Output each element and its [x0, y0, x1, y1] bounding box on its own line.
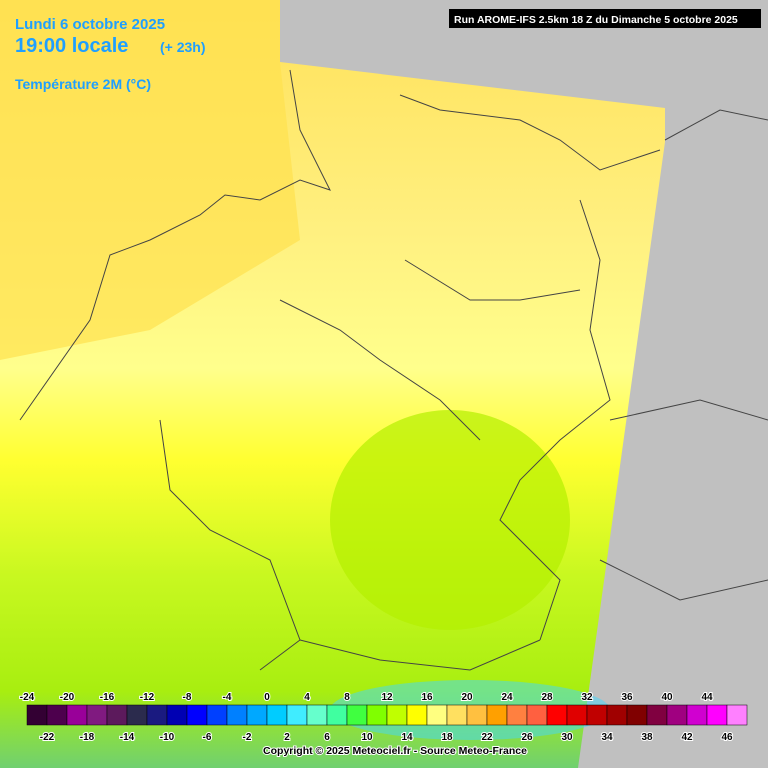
- legend-label: 18: [441, 732, 453, 743]
- legend-label: 30: [561, 732, 573, 743]
- legend-swatch: [166, 704, 188, 726]
- legend-label: 24: [501, 692, 513, 703]
- legend-swatch: [226, 704, 248, 726]
- legend-swatch: [726, 704, 748, 726]
- legend-swatch: [106, 704, 128, 726]
- legend-label: -12: [140, 692, 155, 703]
- legend-label: 38: [641, 732, 653, 743]
- legend-label: 0: [264, 692, 270, 703]
- legend-swatch: [286, 704, 308, 726]
- legend-swatch: [146, 704, 168, 726]
- legend-label: 34: [601, 732, 613, 743]
- legend-swatch: [486, 704, 508, 726]
- legend-label: 12: [381, 692, 393, 703]
- legend-swatch: [406, 704, 428, 726]
- legend-label: 40: [661, 692, 673, 703]
- legend-swatch: [606, 704, 628, 726]
- legend-label: 32: [581, 692, 593, 703]
- legend-label: -18: [80, 732, 95, 743]
- legend-swatch: [446, 704, 468, 726]
- legend-label: -4: [223, 692, 232, 703]
- legend-swatch: [706, 704, 728, 726]
- legend-swatch: [386, 704, 408, 726]
- legend-label: -22: [40, 732, 55, 743]
- legend-swatch: [566, 704, 588, 726]
- legend-swatch: [626, 704, 648, 726]
- legend-swatch: [466, 704, 488, 726]
- legend-label: -10: [160, 732, 175, 743]
- legend-swatch: [366, 704, 388, 726]
- legend-swatch: [666, 704, 688, 726]
- legend-label: 26: [521, 732, 533, 743]
- legend-label: 46: [721, 732, 733, 743]
- legend-label: 28: [541, 692, 553, 703]
- legend-label: 8: [344, 692, 350, 703]
- legend-label: 42: [681, 732, 693, 743]
- legend-swatch: [426, 704, 448, 726]
- legend-label: 6: [324, 732, 330, 743]
- legend-swatch: [126, 704, 148, 726]
- legend-label: 16: [421, 692, 433, 703]
- legend-swatch: [306, 704, 328, 726]
- legend-swatch: [586, 704, 608, 726]
- legend-label: 36: [621, 692, 633, 703]
- warm-area: [0, 0, 300, 360]
- date: Lundi 6 octobre 2025: [15, 16, 165, 33]
- legend-label: -6: [203, 732, 212, 743]
- legend-label: 22: [481, 732, 493, 743]
- legend-label: 14: [401, 732, 413, 743]
- legend: -24-22-20-18-16-14-12-10-8-6-4-202468101…: [19, 691, 748, 744]
- legend-label: -2: [243, 732, 252, 743]
- legend-swatch: [346, 704, 368, 726]
- lead-time: (+ 23h): [160, 39, 206, 55]
- legend-swatch: [526, 704, 548, 726]
- legend-swatch: [546, 704, 568, 726]
- legend-label: 4: [304, 692, 310, 703]
- legend-label: -14: [120, 732, 135, 743]
- run-box: [449, 9, 761, 28]
- run-info: Run AROME-IFS 2.5km 18 Z du Dimanche 5 o…: [454, 14, 738, 26]
- legend-label: 10: [361, 732, 373, 743]
- legend-label: 2: [284, 732, 290, 743]
- copyright: Copyright © 2025 Meteociel.fr - Source M…: [263, 745, 527, 757]
- parameter: Température 2M (°C): [15, 76, 151, 92]
- legend-swatch: [326, 704, 348, 726]
- legend-label: -8: [183, 692, 192, 703]
- legend-label: 44: [701, 692, 713, 703]
- legend-label: -24: [20, 692, 35, 703]
- time: 19:00 locale: [15, 35, 128, 57]
- legend-swatch: [646, 704, 668, 726]
- green-area: [330, 410, 570, 630]
- legend-label: -20: [60, 692, 75, 703]
- legend-swatch: [26, 704, 48, 726]
- legend-swatch: [186, 704, 208, 726]
- legend-swatch: [86, 704, 108, 726]
- legend-swatch: [46, 704, 68, 726]
- legend-label: 20: [461, 692, 473, 703]
- legend-swatch: [266, 704, 288, 726]
- legend-label: -16: [100, 692, 115, 703]
- borders: [19, 69, 768, 671]
- legend-swatch: [506, 704, 528, 726]
- legend-swatch: [66, 704, 88, 726]
- legend-swatch: [206, 704, 228, 726]
- legend-swatch: [686, 704, 708, 726]
- legend-swatch: [246, 704, 268, 726]
